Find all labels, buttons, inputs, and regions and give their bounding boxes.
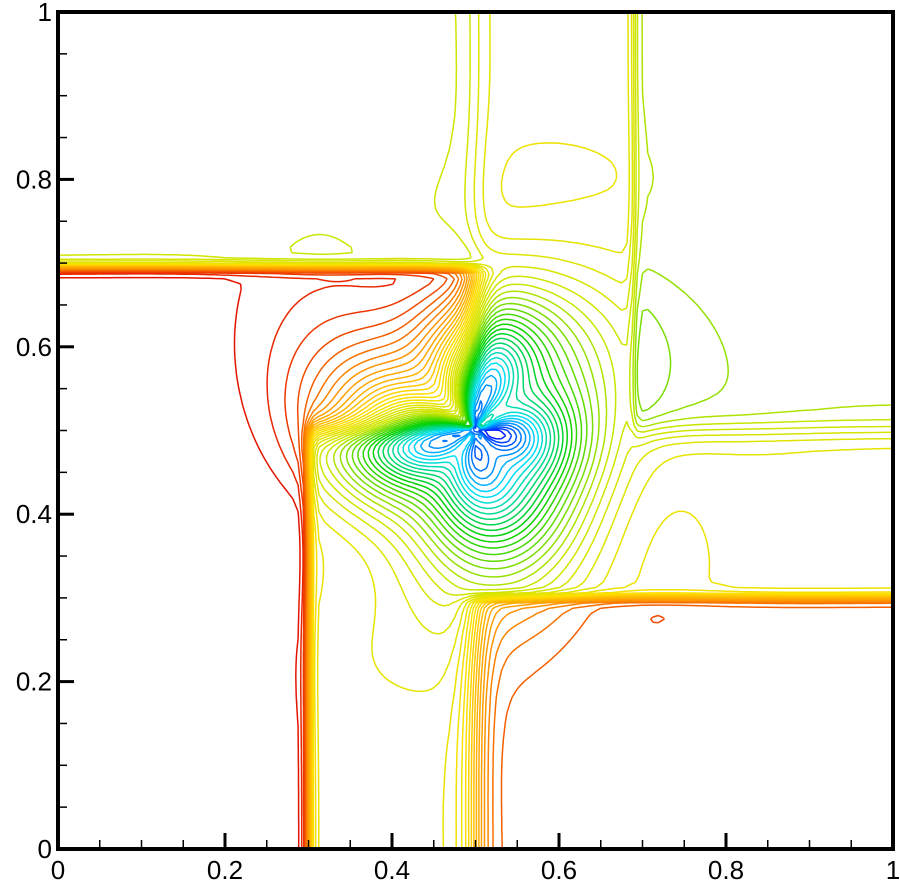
contour-level-line: [58, 273, 397, 849]
y-tick-label: 0.6: [16, 332, 52, 362]
y-tick-label: 0.2: [16, 667, 52, 697]
contour-level-line: [428, 384, 527, 480]
x-axis-tick-labels: 0 0.2 0.4 0.6 0.8 1: [51, 855, 900, 885]
contour-level-line: [58, 272, 435, 849]
plot-frame: [56, 10, 895, 851]
x-tick-label: 0.6: [541, 855, 577, 885]
y-axis-tick-labels: 0 0.2 0.4 0.6 0.8 1: [16, 0, 52, 864]
contour-level-line: [58, 11, 893, 635]
y-tick-label: 0.8: [16, 164, 52, 194]
x-tick-label: 0.4: [374, 855, 410, 885]
x-tick-label: 1: [886, 855, 900, 885]
contour-level-line: [58, 11, 893, 596]
contour-level-line: [58, 271, 665, 849]
contour-lines: [57, 11, 894, 850]
y-tick-label: 0: [38, 834, 52, 864]
contour-level-line: [289, 12, 894, 591]
x-tick-label: 0.8: [708, 855, 744, 885]
contour-level-line: [332, 12, 894, 586]
contour-level-line: [351, 308, 588, 563]
contour-level-line: [362, 318, 578, 549]
y-tick-label: 1: [38, 0, 52, 27]
y-tick-label: 0.4: [16, 499, 52, 529]
x-tick-label: 0: [51, 855, 65, 885]
contour-level-line: [387, 342, 556, 521]
contour-level-line: [357, 313, 583, 556]
contour-level-line: [377, 332, 564, 532]
contour-level-line: [58, 276, 301, 849]
axis-ticks: [56, 10, 895, 851]
contour-level-line: [339, 268, 729, 578]
contour-level-line: [58, 142, 893, 850]
x-tick-label: 0.2: [207, 855, 243, 885]
contour-level-line: [413, 368, 535, 493]
contour-level-line: [345, 302, 672, 570]
contour-level-line: [58, 12, 894, 607]
contour-level-line: [372, 328, 569, 537]
